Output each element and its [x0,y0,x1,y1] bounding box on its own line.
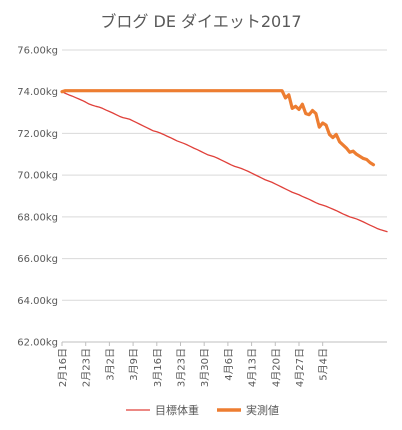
x-tick-label: 3月9日 [128,348,140,381]
legend-label-measured: 実測値 [246,403,279,417]
legend-label-target-weight: 目標体重 [155,403,199,417]
x-tick-label: 2月23日 [81,348,93,387]
y-tick-label: 72.00kg [17,129,58,140]
x-tick-label: 5月4日 [318,348,330,381]
x-tick-label: 3月23日 [175,348,187,387]
x-tick-label: 3月16日 [152,348,164,387]
x-tick-label: 4月13日 [247,348,259,387]
legend: 目標体重 実測値 [126,403,279,417]
y-tick-label: 68.00kg [17,212,58,223]
x-tick-label: 2月16日 [57,348,69,387]
x-axis-ticks: 2月16日 2月23日 3月2日 3月9日 3月16日 3月23日 3月30日 4月6日 4月1… [57,342,330,387]
y-tick-label: 76.00kg [17,46,58,57]
series-lines [60,89,388,233]
y-tick-label: 62.00kg [17,338,58,349]
chart-title: ブログ DE ダイエット2017 [100,12,301,31]
series-line-target-weight [61,91,388,233]
x-tick-label: 3月2日 [104,348,116,381]
series-line-measured [60,89,376,167]
y-tick-label: 70.00kg [17,171,58,182]
x-tick-label: 4月6日 [223,348,235,381]
y-tick-label: 74.00kg [17,87,58,98]
y-axis-ticks: 62.00kg 64.00kg 66.00kg 68.00kg 70.00kg 72.00… [17,46,58,349]
x-tick-label: 3月30日 [199,348,211,387]
y-tick-label: 66.00kg [17,254,58,265]
y-tick-label: 64.00kg [17,296,58,307]
x-tick-label: 4月20日 [270,348,282,387]
grid-lines [62,49,387,343]
x-tick-label: 4月27日 [294,348,306,387]
